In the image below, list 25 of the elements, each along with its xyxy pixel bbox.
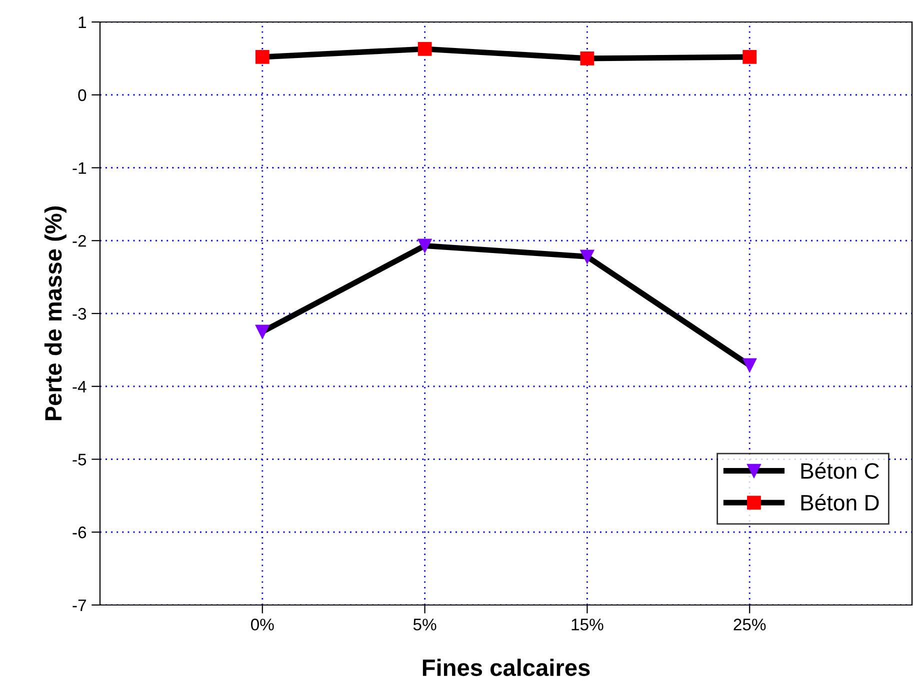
point	[742, 50, 757, 64]
y-tick-label: -5	[72, 454, 86, 466]
y-tick-label: -1	[72, 162, 86, 174]
y-tick-label: -3	[72, 308, 86, 320]
legend-label: Béton D	[801, 494, 879, 511]
x-axis-title: Fines calcaires	[422, 658, 590, 676]
legend-label: Béton C	[801, 462, 879, 479]
y-tick-label: 0	[78, 89, 86, 102]
x-tick-label: 5%	[413, 618, 436, 630]
point	[255, 324, 270, 339]
y-tick-label: 1	[78, 16, 86, 28]
point	[742, 358, 757, 372]
y-tick-label: -4	[72, 380, 86, 392]
x-tick-label: 15%	[572, 618, 604, 630]
point	[580, 51, 594, 66]
y-tick-label: -6	[72, 526, 86, 538]
point	[418, 42, 432, 56]
x-tick-label: 25%	[734, 618, 766, 630]
x-tick-label: 0%	[251, 618, 274, 630]
point	[580, 250, 594, 264]
point	[255, 50, 270, 64]
y-tick-label: -7	[72, 600, 86, 612]
y-tick-label: -2	[72, 235, 86, 247]
y-axis-title: Perte de masse (%)	[44, 206, 66, 420]
point	[418, 238, 432, 253]
